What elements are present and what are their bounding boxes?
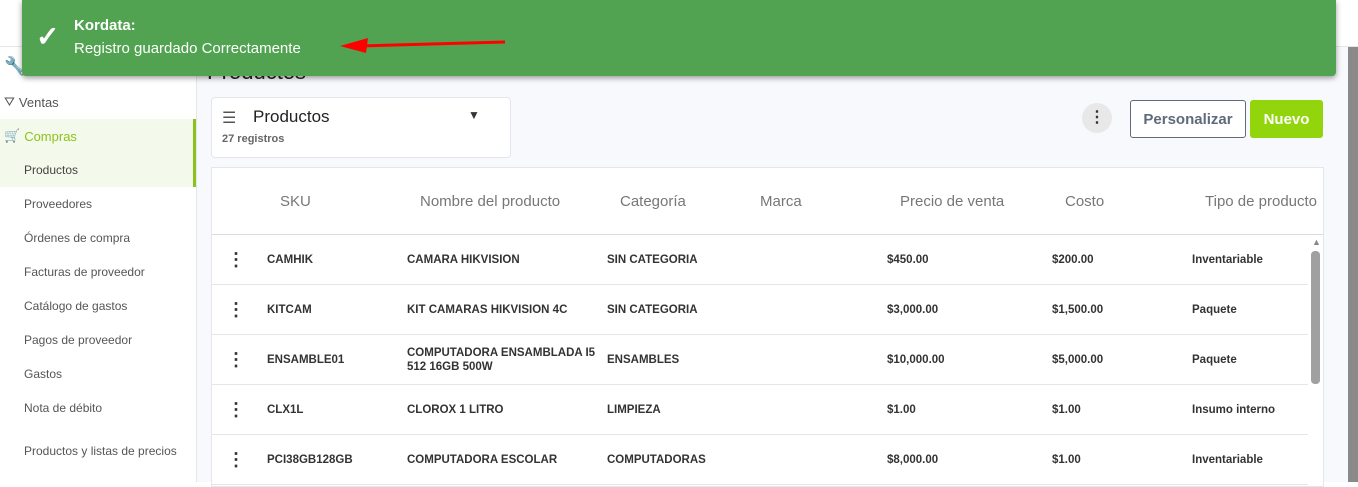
record-count: 27 registros (222, 133, 285, 145)
products-table: SKU Nombre del producto Categoría Marca … (211, 167, 1324, 487)
toast-message: Registro guardado Correctamente (74, 40, 301, 57)
sidebar-item-label: Compras (24, 128, 77, 144)
column-header-name[interactable]: Nombre del producto (420, 193, 561, 210)
row-menu-icon[interactable]: ⋮ (227, 349, 245, 369)
column-header-type[interactable]: Tipo de producto (1205, 193, 1318, 210)
cell-type: Paquete (1192, 303, 1237, 316)
cell-price: $3,000.00 (887, 303, 939, 316)
cell-sku: KITCAM (267, 303, 312, 316)
customize-button[interactable]: Personalizar (1130, 100, 1246, 138)
cell-cost: $1,500.00 (1052, 303, 1104, 316)
sidebar-subitem-ordenes[interactable]: Órdenes de compra (24, 231, 131, 245)
row-menu-icon[interactable]: ⋮ (227, 249, 245, 269)
funnel-dollar-icon: ⛛ (4, 94, 15, 109)
sidebar: 🔧 ⛛ Ventas 🛒 Compras Productos Proveedores… (0, 47, 197, 482)
column-header-price[interactable]: Precio de venta (900, 193, 1005, 210)
cell-price: $1.00 (887, 403, 916, 416)
cell-name: CLOROX 1 LITRO (407, 403, 504, 416)
sidebar-subitem-proveedores[interactable]: Proveedores (24, 197, 93, 211)
sidebar-item-compras[interactable]: 🛒 Compras (0, 119, 196, 153)
cell-cost: $1.00 (1052, 453, 1081, 466)
cell-category: ENSAMBLES (607, 353, 680, 366)
cell-category: LIMPIEZA (607, 403, 661, 416)
cell-sku: CAMHIK (267, 253, 313, 266)
table-header: SKU Nombre del producto Categoría Marca … (212, 168, 1323, 235)
row-menu-icon[interactable]: ⋮ (227, 299, 245, 319)
cart-icon: 🛒 (4, 128, 21, 143)
column-header-cost[interactable]: Costo (1065, 193, 1105, 210)
row-menu-icon[interactable]: ⋮ (227, 449, 245, 469)
cell-price: $450.00 (887, 253, 929, 266)
new-button[interactable]: Nuevo (1250, 100, 1323, 138)
cell-cost: $5,000.00 (1052, 353, 1104, 366)
list-icon: ☰ (222, 110, 237, 127)
annotation-arrow-icon (340, 38, 506, 53)
more-options-button[interactable]: ⋮ (1082, 103, 1112, 133)
table-row[interactable]: ⋮ CAMHIK CAMARA HIKVISION SIN CATEGORIA $450… (212, 235, 1308, 285)
column-header-brand[interactable]: Marca (760, 193, 802, 210)
column-header-category[interactable]: Categoría (620, 193, 686, 210)
cell-name: CAMARA HIKVISION (407, 253, 520, 266)
sidebar-subitem-catalogo-gastos[interactable]: Catálogo de gastos (24, 299, 128, 313)
caret-down-icon[interactable]: ▼ (468, 108, 480, 122)
cell-cost: $200.00 (1052, 253, 1094, 266)
view-name: Productos (253, 107, 330, 126)
column-header-sku[interactable]: SKU (280, 193, 311, 210)
wrench-icon[interactable]: 🔧 (4, 55, 27, 76)
sidebar-subitem-nota-debito[interactable]: Nota de débito (24, 401, 103, 415)
cell-name: KIT CAMARAS HIKVISION 4C (407, 303, 568, 316)
check-icon: ✓ (36, 21, 60, 52)
sidebar-subitem-listas-precios[interactable]: Productos y listas de precios (24, 444, 177, 458)
sidebar-item-label: Ventas (18, 94, 59, 110)
cell-type: Insumo interno (1192, 403, 1276, 416)
sidebar-subitem-productos[interactable]: Productos (0, 153, 196, 187)
toast-title: Kordata: (74, 17, 136, 34)
scrollbar-thumb[interactable] (1311, 251, 1320, 384)
main-content: Productos ☰ Productos ▼ 27 registros ⋮ P… (197, 47, 1348, 487)
table-row[interactable]: ⋮ PCI38GB128GB COMPUTADORA ESCOLAR COMPUTAD… (212, 435, 1308, 485)
scroll-up-icon[interactable]: ▲ (1312, 237, 1321, 247)
cell-type: Inventariable (1192, 453, 1263, 466)
cell-cost: $1.00 (1052, 403, 1081, 416)
table-row[interactable]: ⋮ ENSAMBLE01 COMPUTADORA ENSAMBLADA I5 512… (212, 335, 1308, 385)
sidebar-subitem-facturas[interactable]: Facturas de proveedor (24, 265, 145, 279)
cell-type: Paquete (1192, 353, 1237, 366)
cell-name: COMPUTADORA ESCOLAR (407, 453, 558, 466)
success-toast[interactable]: ✓ Kordata: Registro guardado Correctamen… (22, 0, 1336, 76)
cell-sku: CLX1L (267, 403, 304, 416)
cell-type: Inventariable (1192, 253, 1263, 266)
sidebar-subitem-gastos[interactable]: Gastos (24, 367, 63, 381)
cell-sku: ENSAMBLE01 (267, 353, 345, 366)
cell-category: COMPUTADORAS (607, 453, 706, 466)
cell-category: SIN CATEGORIA (607, 253, 698, 266)
sidebar-item-ventas[interactable]: ⛛ Ventas (0, 85, 196, 119)
table-scrollbar[interactable]: ▲ (1308, 235, 1323, 486)
cell-category: SIN CATEGORIA (607, 303, 698, 316)
table-row[interactable]: ⋮ KITCAM KIT CAMARAS HIKVISION 4C SIN CATEG… (212, 285, 1308, 335)
row-menu-icon[interactable]: ⋮ (227, 399, 245, 419)
cell-price: $8,000.00 (887, 453, 939, 466)
view-selector[interactable]: ☰ Productos ▼ 27 registros (211, 97, 511, 158)
cell-sku: PCI38GB128GB (267, 453, 353, 466)
cell-price: $10,000.00 (887, 353, 945, 366)
page-scrollbar[interactable] (1348, 47, 1358, 482)
cell-name: COMPUTADORA ENSAMBLADA I5 512 16GB 500W (407, 346, 596, 373)
sidebar-subitem-pagos[interactable]: Pagos de proveedor (24, 333, 133, 347)
table-row[interactable]: ⋮ CLX1L CLOROX 1 LITRO LIMPIEZA $1.00 $1.00 In… (212, 385, 1308, 435)
